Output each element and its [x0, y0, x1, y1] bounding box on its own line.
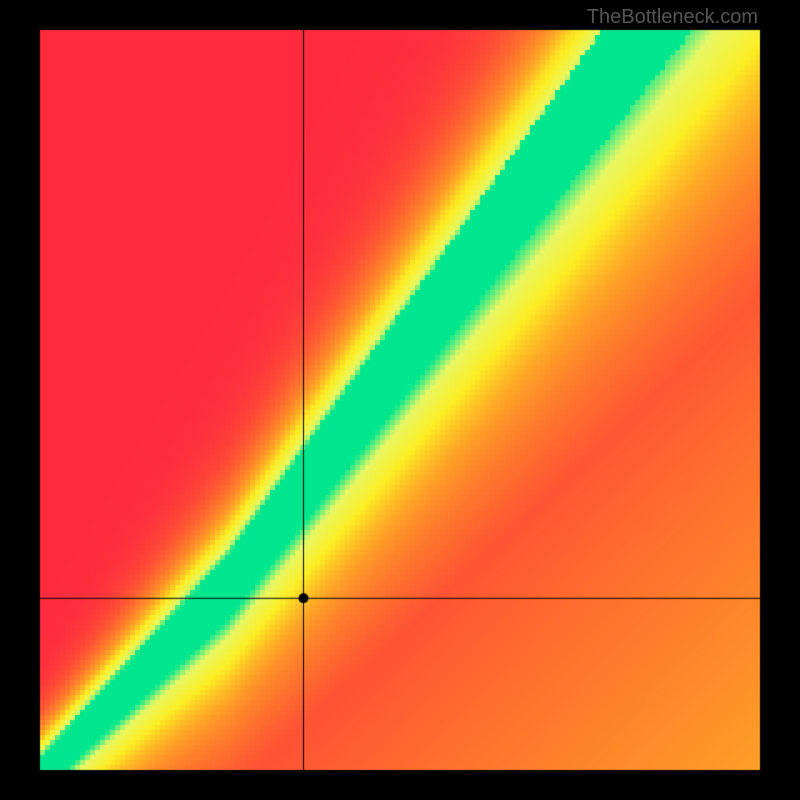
bottleneck-heatmap: [0, 0, 800, 800]
watermark-text: TheBottleneck.com: [587, 6, 758, 29]
chart-container: TheBottleneck.com: [0, 0, 800, 800]
